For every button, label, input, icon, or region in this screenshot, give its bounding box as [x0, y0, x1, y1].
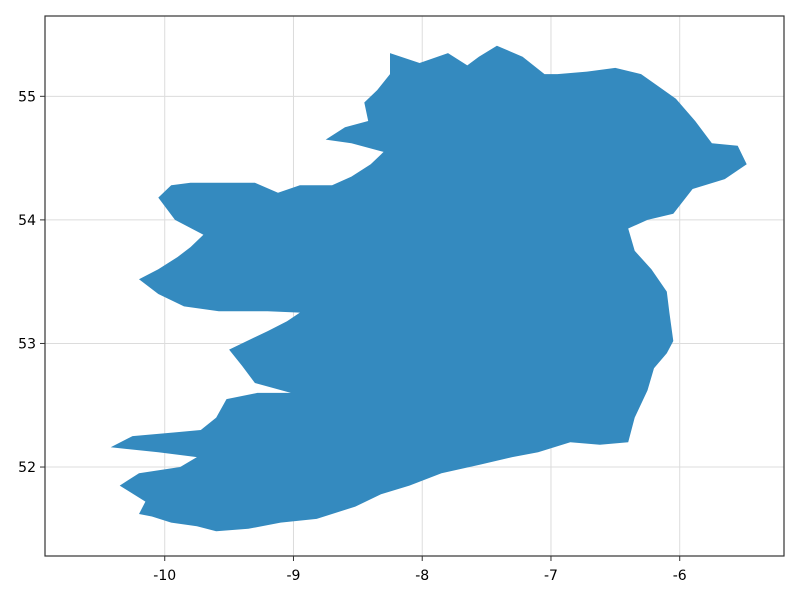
x-tick-label: -7 [544, 568, 558, 584]
y-tick-label: 55 [18, 89, 36, 105]
x-tick-label: -6 [673, 568, 687, 584]
ireland-landmass [110, 45, 747, 532]
y-tick-label: 54 [18, 213, 36, 229]
y-axis-ticks: 52 53 54 55 [18, 89, 45, 476]
axes-frame [44, 15, 785, 557]
x-axis-ticks: -10 -9 -8 -7 -6 [153, 556, 687, 584]
x-tick-label: -8 [415, 568, 429, 584]
y-tick-label: 52 [18, 460, 36, 476]
x-tick-label: -9 [286, 568, 300, 584]
y-tick-label: 53 [18, 336, 36, 352]
x-tick-label: -10 [153, 568, 176, 584]
